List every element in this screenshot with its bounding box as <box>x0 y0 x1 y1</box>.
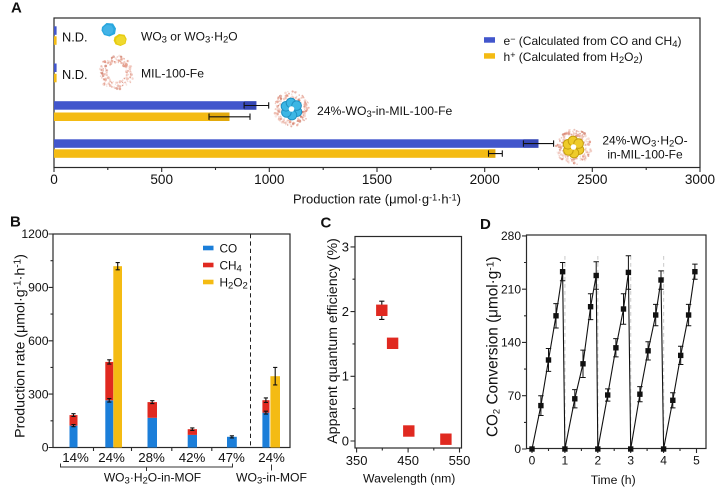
svg-text:350: 350 <box>346 453 368 468</box>
svg-text:Apparent quantum efficiency (%: Apparent quantum efficiency (%) <box>325 238 341 444</box>
svg-text:500: 500 <box>150 172 173 187</box>
svg-text:Wavelength (nm): Wavelength (nm) <box>363 471 455 485</box>
svg-text:3000: 3000 <box>685 172 716 187</box>
svg-text:1200: 1200 <box>21 227 48 241</box>
svg-text:Time (h): Time (h) <box>591 473 636 487</box>
svg-text:70: 70 <box>508 389 522 403</box>
svg-text:5: 5 <box>693 453 700 467</box>
svg-text:14%: 14% <box>62 450 89 465</box>
svg-text:24%: 24% <box>98 450 125 465</box>
svg-text:CO2 Conversion (μmol·g-1): CO2 Conversion (μmol·g-1) <box>484 256 502 437</box>
svg-text:1500: 1500 <box>362 172 393 187</box>
svg-text:C: C <box>321 215 332 232</box>
svg-text:N.D.: N.D. <box>62 67 88 82</box>
svg-text:H2O2: H2O2 <box>220 275 248 291</box>
svg-text:MIL-100-Fe: MIL-100-Fe <box>141 67 204 81</box>
svg-text:CO: CO <box>220 241 238 255</box>
svg-text:2000: 2000 <box>470 172 501 187</box>
svg-text:CH4: CH4 <box>220 258 242 274</box>
svg-text:0: 0 <box>50 172 58 187</box>
svg-text:Production rate (μmol·g-1·h-1): Production rate (μmol·g-1·h-1) <box>13 254 29 438</box>
svg-text:47%: 47% <box>218 450 245 465</box>
svg-text:in-MIL-100-Fe: in-MIL-100-Fe <box>607 148 683 162</box>
svg-text:1: 1 <box>342 369 349 384</box>
svg-text:300: 300 <box>28 387 49 401</box>
svg-text:WO3·H2O-in-MOF: WO3·H2O-in-MOF <box>104 471 201 487</box>
svg-text:0: 0 <box>342 433 349 448</box>
svg-text:0: 0 <box>42 441 49 455</box>
svg-text:Production rate (μmol·g-1·h-1): Production rate (μmol·g-1·h-1) <box>293 191 461 206</box>
svg-text:210: 210 <box>501 282 521 296</box>
svg-text:0: 0 <box>514 442 521 456</box>
svg-text:28%: 28% <box>138 450 165 465</box>
svg-text:450: 450 <box>397 453 419 468</box>
svg-text:900: 900 <box>28 281 49 295</box>
svg-text:24%-WO3-in-MIL-100-Fe: 24%-WO3-in-MIL-100-Fe <box>317 104 453 120</box>
svg-text:WO3-in-MOF: WO3-in-MOF <box>236 471 307 487</box>
svg-text:D: D <box>480 216 491 233</box>
svg-text:24%: 24% <box>258 450 285 465</box>
svg-text:3: 3 <box>342 239 349 254</box>
svg-text:2500: 2500 <box>577 172 608 187</box>
svg-text:280: 280 <box>501 229 521 243</box>
svg-text:1: 1 <box>562 453 569 467</box>
svg-text:2: 2 <box>342 304 349 319</box>
svg-text:3: 3 <box>627 453 634 467</box>
svg-text:0: 0 <box>529 453 536 467</box>
svg-text:A: A <box>11 0 22 17</box>
svg-text:42%: 42% <box>179 450 206 465</box>
svg-text:2: 2 <box>594 453 601 467</box>
svg-text:24%-WO3·H2O-: 24%-WO3·H2O- <box>602 134 687 150</box>
svg-text:4: 4 <box>660 453 667 467</box>
svg-text:h+ (Calculated from H2O2): h+ (Calculated from H2O2) <box>504 49 643 65</box>
svg-text:B: B <box>10 214 21 231</box>
svg-text:N.D.: N.D. <box>62 29 88 44</box>
svg-text:e− (Calculated from CO and CH4: e− (Calculated from CO and CH4) <box>504 33 682 49</box>
svg-text:550: 550 <box>449 453 471 468</box>
svg-text:1000: 1000 <box>254 172 285 187</box>
svg-text:140: 140 <box>501 336 521 350</box>
svg-text:600: 600 <box>28 334 49 348</box>
